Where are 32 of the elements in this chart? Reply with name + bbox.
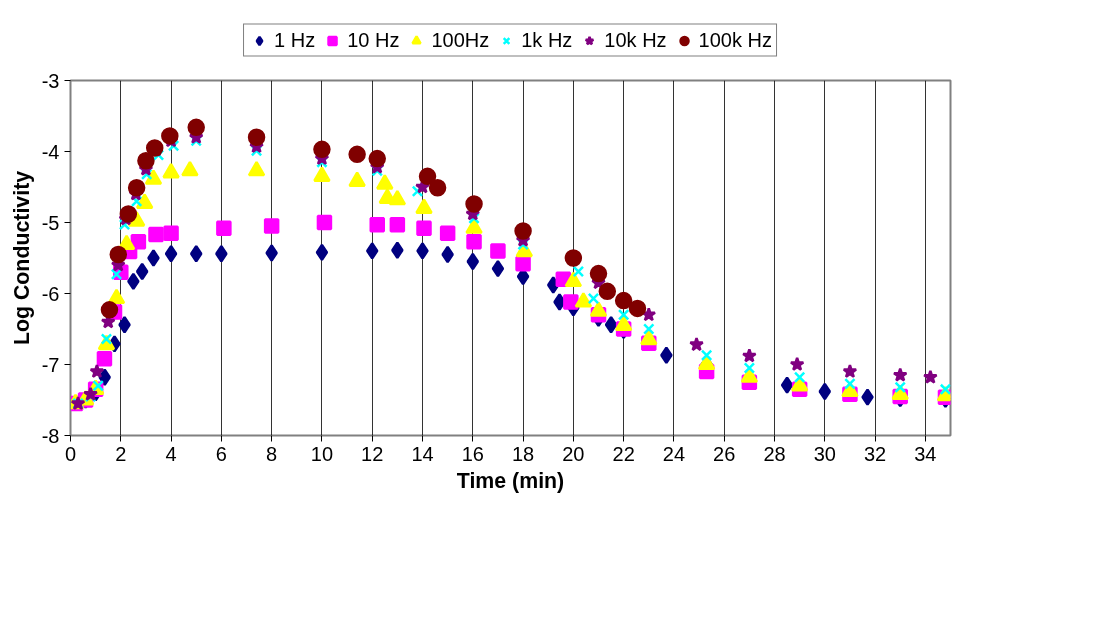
y-axis-title: Log Conductivity <box>9 170 34 346</box>
legend-label: 100k Hz <box>698 28 772 52</box>
legend-label: 100Hz <box>431 28 490 52</box>
x-tick-label: 12 <box>361 442 384 465</box>
x-tick-label: 8 <box>266 442 278 465</box>
legend-label: 10k Hz <box>604 28 667 52</box>
x-tick-label: 30 <box>813 442 836 465</box>
x-tick-label: 14 <box>411 442 434 465</box>
y-tick-label: -5 <box>41 211 60 234</box>
x-tick-label: 0 <box>64 442 77 465</box>
x-tick-label: 10 <box>310 442 334 465</box>
x-tick-label: 20 <box>562 442 585 465</box>
y-tick-label: -4 <box>41 140 60 163</box>
x-tick-label: 26 <box>713 442 736 465</box>
legend-label: 1k Hz <box>521 28 573 52</box>
x-tick-label: 6 <box>215 442 227 465</box>
x-tick-label: 32 <box>863 442 887 465</box>
x-tick-label: 28 <box>763 442 786 465</box>
x-tick-label: 24 <box>662 442 686 465</box>
legend-label: 1 Hz <box>274 28 316 52</box>
legend-label: 10 Hz <box>347 28 400 52</box>
y-tick-label: -8 <box>41 424 60 447</box>
x-tick-label: 22 <box>612 442 635 465</box>
x-tick-label: 4 <box>165 442 177 465</box>
x-tick-label: 2 <box>115 442 127 465</box>
x-tick-label: 18 <box>511 442 535 465</box>
y-tick-label: -6 <box>41 282 60 305</box>
y-tick-label: -3 <box>41 69 60 92</box>
x-tick-label: 16 <box>461 442 484 465</box>
x-axis-title: Time (min) <box>456 468 565 493</box>
x-tick-label: 34 <box>914 442 937 465</box>
y-tick-label: -7 <box>41 353 60 376</box>
